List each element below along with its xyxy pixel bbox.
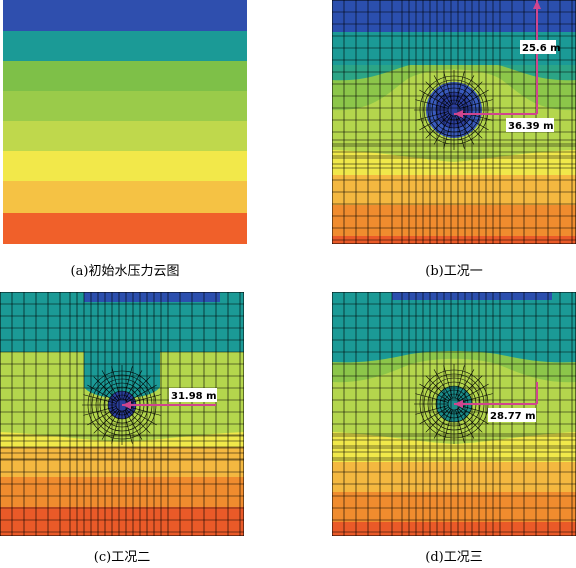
mesh-line [459,393,493,403]
panel-a-contour [3,0,247,244]
mesh-line [455,365,465,399]
mesh-line [419,89,449,108]
mesh-line [455,115,465,149]
band-5 [3,121,247,151]
mesh-line [123,410,133,444]
mesh-line [93,409,118,434]
band-4 [3,91,247,121]
mesh-line [443,365,453,399]
band-8 [3,213,247,244]
band-2 [3,31,247,61]
mesh-line [443,71,453,105]
mesh-line [455,409,465,443]
annotation-c-horizontal: 31.98 m [171,391,217,402]
mesh-line [459,99,493,109]
panel-b-mesh [332,0,576,244]
annotation-b-vertical: 25.6 m [522,43,561,54]
mesh-line [415,405,449,415]
caption-a: (a)初始水压力云图 [70,264,180,279]
mesh-line [443,409,453,443]
mesh-line [433,409,452,439]
mesh-line [124,370,143,400]
mesh-line [456,115,475,145]
mesh-line [127,407,157,426]
panel-d-mesh [332,292,576,536]
mesh-line [123,366,133,400]
panel-b-contour: 25.6 m 36.39 m [332,0,576,244]
band-1 [3,0,247,31]
mesh-line [456,409,475,439]
mesh-line [111,366,121,400]
mesh-line [419,406,449,425]
mesh-line [456,75,475,105]
mesh-line [459,383,489,402]
mesh-line [127,384,157,403]
mesh-line [458,114,483,139]
mesh-line [126,376,151,401]
mesh-line [425,81,450,106]
mesh-line [87,407,117,426]
panel-c: 31.98 m [0,292,244,536]
mesh-line [459,406,489,425]
mesh-line [419,383,449,402]
mesh-line [459,89,489,108]
annotation-b-horizontal: 36.39 m [508,121,554,132]
mesh-line [433,75,452,105]
panel-c-mesh [0,292,244,536]
mesh-line [433,115,452,145]
panel-b: 25.6 m 36.39 m [332,0,576,244]
mesh-line [83,394,117,404]
mesh-line [415,111,449,121]
annotation-d-horizontal: 28.77 m [490,411,536,422]
mesh-line [127,394,161,404]
mesh-line [83,406,117,416]
mesh-line [93,376,118,401]
panel-d-contour: 28.77 m [332,292,576,536]
mesh-line [459,112,489,131]
mesh-line [425,408,450,433]
mesh-line [126,409,151,434]
mesh-line [111,410,121,444]
mesh-line [458,81,483,106]
band-6 [3,151,247,181]
mesh-line [458,375,483,400]
mesh-line [455,71,465,105]
mesh-line [101,370,120,400]
mesh-line [415,393,449,403]
mesh-line [425,114,450,139]
mesh-line [458,408,483,433]
mesh-line [419,112,449,131]
caption-c: (c)工况二 [93,550,151,565]
mesh-line [101,410,120,440]
caption-b: (b)工况一 [425,264,483,279]
mesh-line [124,410,143,440]
mesh-line [456,369,475,399]
band-3 [3,61,247,91]
mesh-line [127,406,161,416]
mesh-line [415,99,449,109]
panel-a [3,0,247,244]
panel-c-contour: 31.98 m [0,292,244,536]
panel-d: 28.77 m [332,292,576,536]
mesh-line [433,369,452,399]
mesh-line [425,375,450,400]
band-7 [3,181,247,213]
mesh-line [87,384,117,403]
mesh-line [443,115,453,149]
mesh-line [459,405,493,415]
caption-d: (d)工况三 [425,550,483,565]
